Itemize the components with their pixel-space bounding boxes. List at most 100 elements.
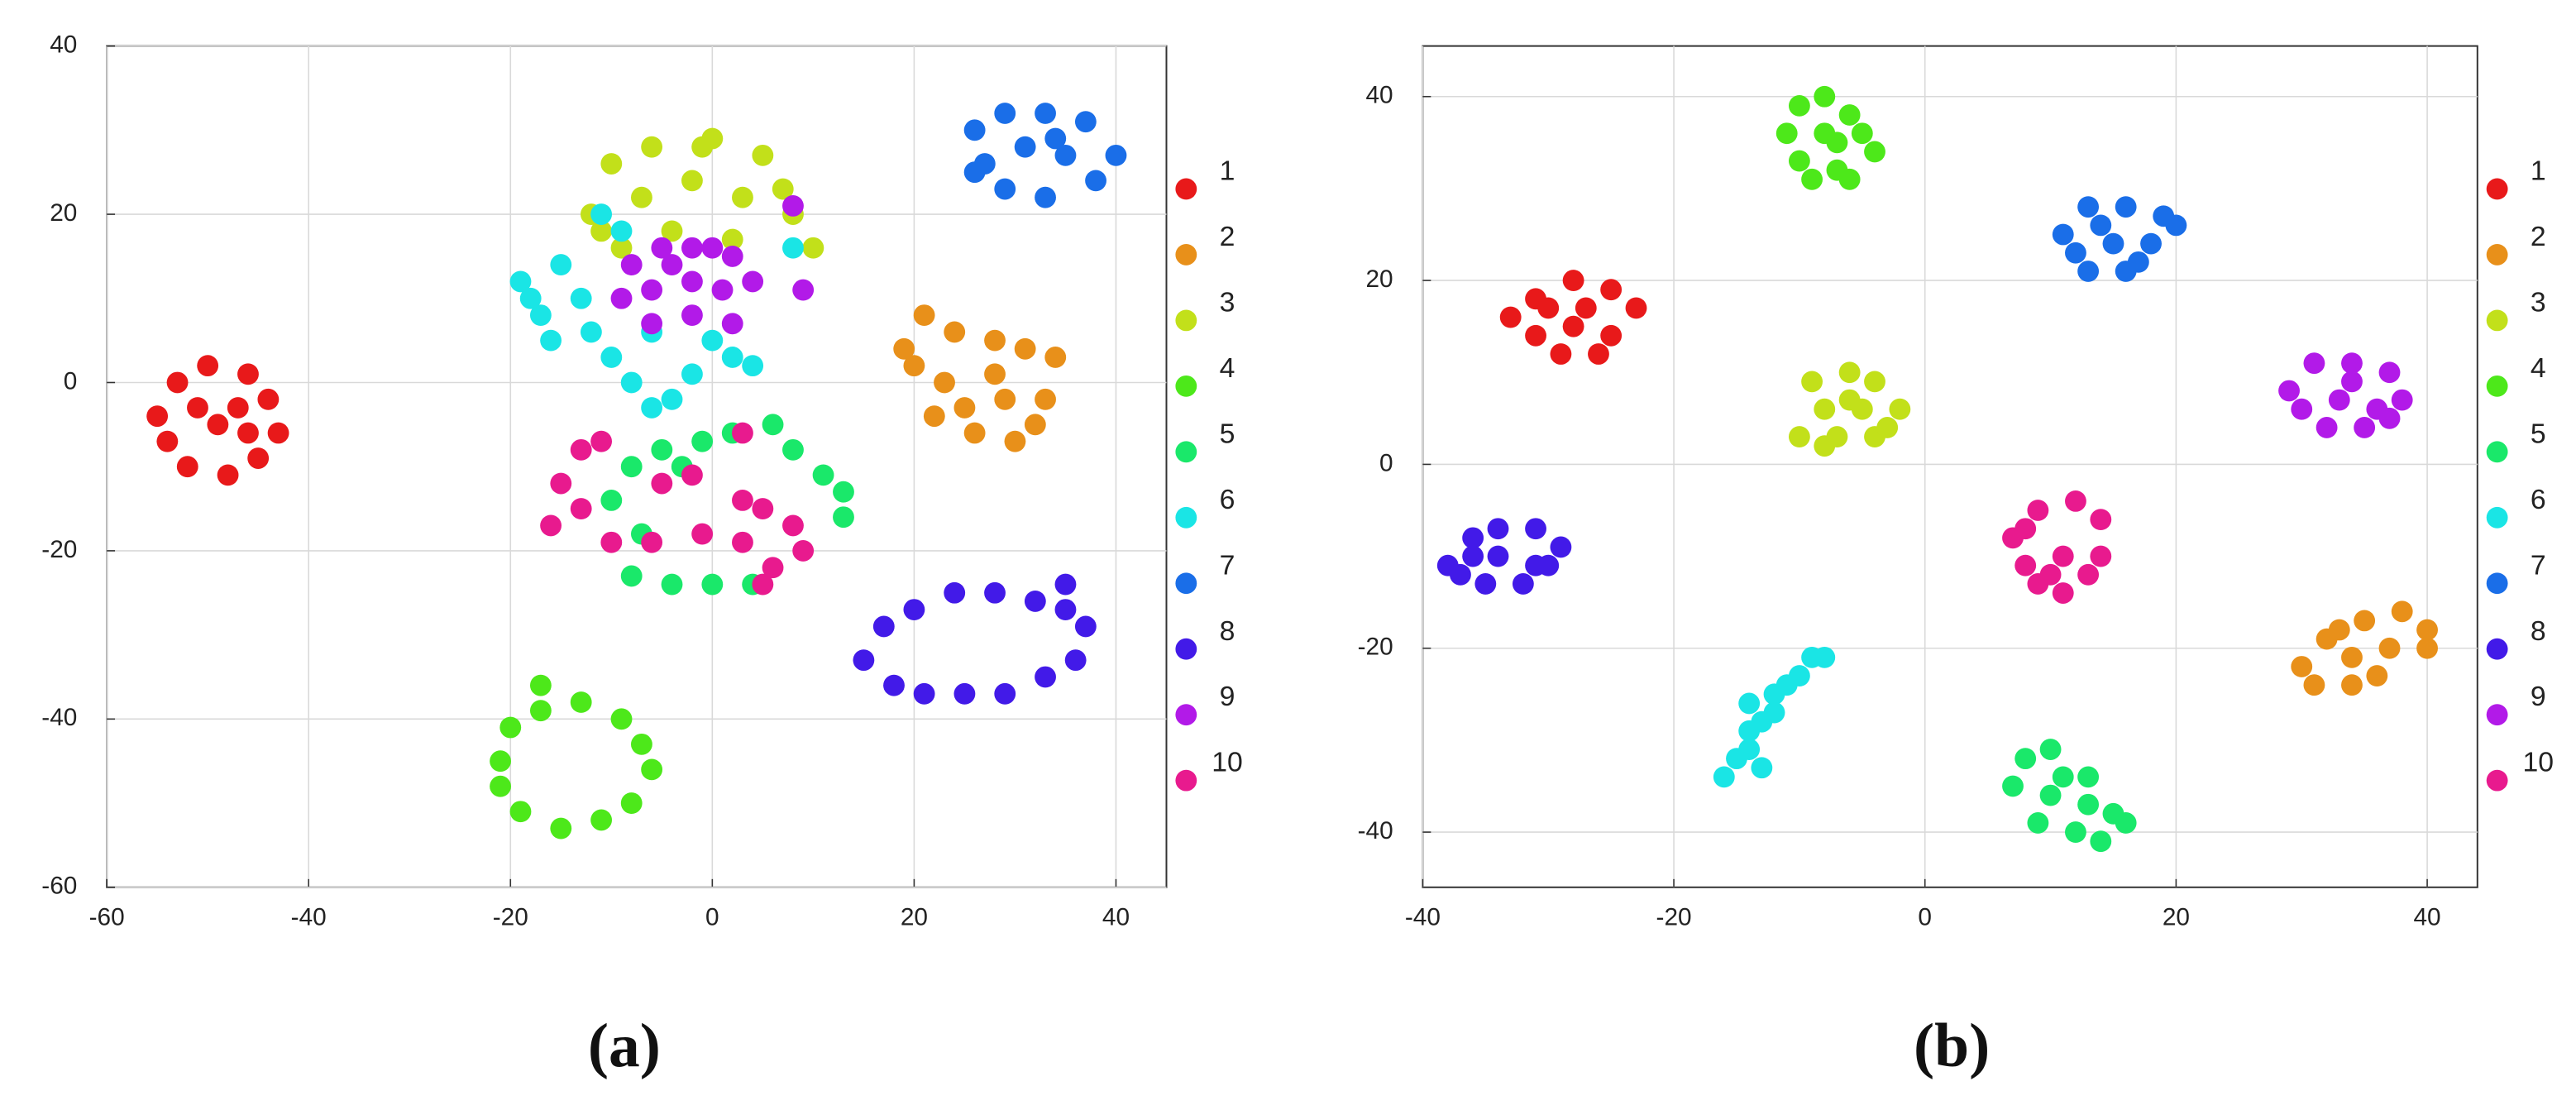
point — [732, 186, 753, 208]
point — [2127, 251, 2149, 273]
point — [509, 270, 532, 293]
point — [2027, 812, 2049, 834]
legend-marker — [1175, 572, 1197, 595]
point — [691, 430, 714, 452]
x-tick-label: -40 — [291, 903, 327, 930]
point — [1035, 186, 1056, 208]
point — [2291, 656, 2313, 677]
legend-marker — [2486, 638, 2508, 660]
point — [812, 464, 834, 486]
point — [1537, 554, 1560, 576]
point — [661, 388, 683, 410]
point — [1814, 435, 1836, 457]
y-tick-label: -60 — [41, 873, 77, 900]
legend-label: 8 — [2531, 615, 2546, 647]
point — [732, 531, 753, 553]
legend-label: 1 — [2531, 155, 2546, 187]
point — [1550, 536, 1572, 558]
point — [519, 287, 542, 309]
point — [913, 682, 935, 705]
point — [550, 472, 572, 495]
point — [2328, 389, 2350, 411]
point — [1889, 398, 1911, 420]
legend-marker — [2486, 375, 2508, 397]
point — [2039, 784, 2062, 806]
point — [711, 279, 734, 301]
point — [742, 355, 764, 377]
point — [227, 397, 249, 419]
point — [2341, 352, 2363, 375]
point — [641, 758, 663, 781]
point — [1738, 692, 1761, 715]
point — [2416, 637, 2438, 659]
y-tick-label: 20 — [1366, 265, 1393, 293]
legend-marker — [2486, 244, 2508, 265]
point — [499, 716, 522, 739]
point — [681, 363, 703, 385]
x-tick-label: 0 — [1918, 903, 1932, 930]
point — [2378, 361, 2401, 384]
point — [1462, 545, 1484, 567]
legend-label: 2 — [1220, 221, 1235, 252]
legend-marker — [2486, 506, 2508, 529]
panel: -40 -20 0 20 40 -40 -20 0 20 40 1 2 3 4 5 6 7 8 9 10 (b) — [1358, 45, 2554, 1080]
point — [853, 649, 875, 672]
point — [721, 245, 743, 267]
legend-marker — [2486, 704, 2508, 726]
point — [2316, 417, 2338, 438]
caption: (b) — [1914, 1012, 1990, 1080]
point — [1763, 701, 1785, 724]
point — [1738, 739, 1761, 760]
point — [963, 119, 986, 141]
point — [257, 388, 280, 410]
point — [701, 329, 724, 352]
point — [570, 287, 592, 309]
point — [752, 144, 774, 166]
point — [651, 472, 673, 495]
point — [1600, 324, 1623, 347]
point — [721, 228, 743, 251]
point — [2278, 380, 2300, 402]
point — [913, 304, 935, 327]
point — [833, 506, 854, 529]
point — [2039, 563, 2062, 586]
legend-label: 10 — [1212, 747, 1243, 778]
point — [590, 809, 613, 831]
legend-marker — [1175, 441, 1197, 463]
point — [2341, 646, 2363, 668]
point — [872, 615, 895, 638]
point — [1035, 103, 1056, 124]
point — [661, 220, 683, 242]
point — [550, 254, 572, 275]
point — [1838, 361, 1861, 384]
point — [1801, 371, 1823, 393]
point — [1801, 168, 1823, 190]
point — [600, 153, 623, 175]
point — [833, 481, 854, 503]
point — [963, 161, 986, 184]
points — [146, 103, 1127, 840]
point — [2366, 665, 2388, 687]
legend-label: 5 — [2531, 418, 2546, 449]
legend-label: 6 — [1220, 484, 1235, 515]
point — [490, 750, 511, 773]
point — [762, 414, 784, 436]
point — [2077, 196, 2100, 218]
x-tick-label: 0 — [705, 903, 719, 930]
point — [2090, 830, 2112, 853]
point — [237, 363, 259, 385]
legend-marker — [1175, 638, 1197, 660]
point — [600, 347, 623, 368]
x-tick-label: 40 — [1102, 903, 1130, 930]
legend-label: 6 — [2531, 484, 2546, 515]
point — [2052, 545, 2074, 567]
legend-marker — [2486, 572, 2508, 595]
point — [2090, 545, 2112, 567]
point — [267, 422, 289, 444]
point — [1814, 398, 1836, 420]
legend-label: 7 — [1220, 549, 1235, 581]
point — [681, 464, 703, 486]
point — [1014, 136, 1036, 158]
point — [610, 237, 633, 259]
